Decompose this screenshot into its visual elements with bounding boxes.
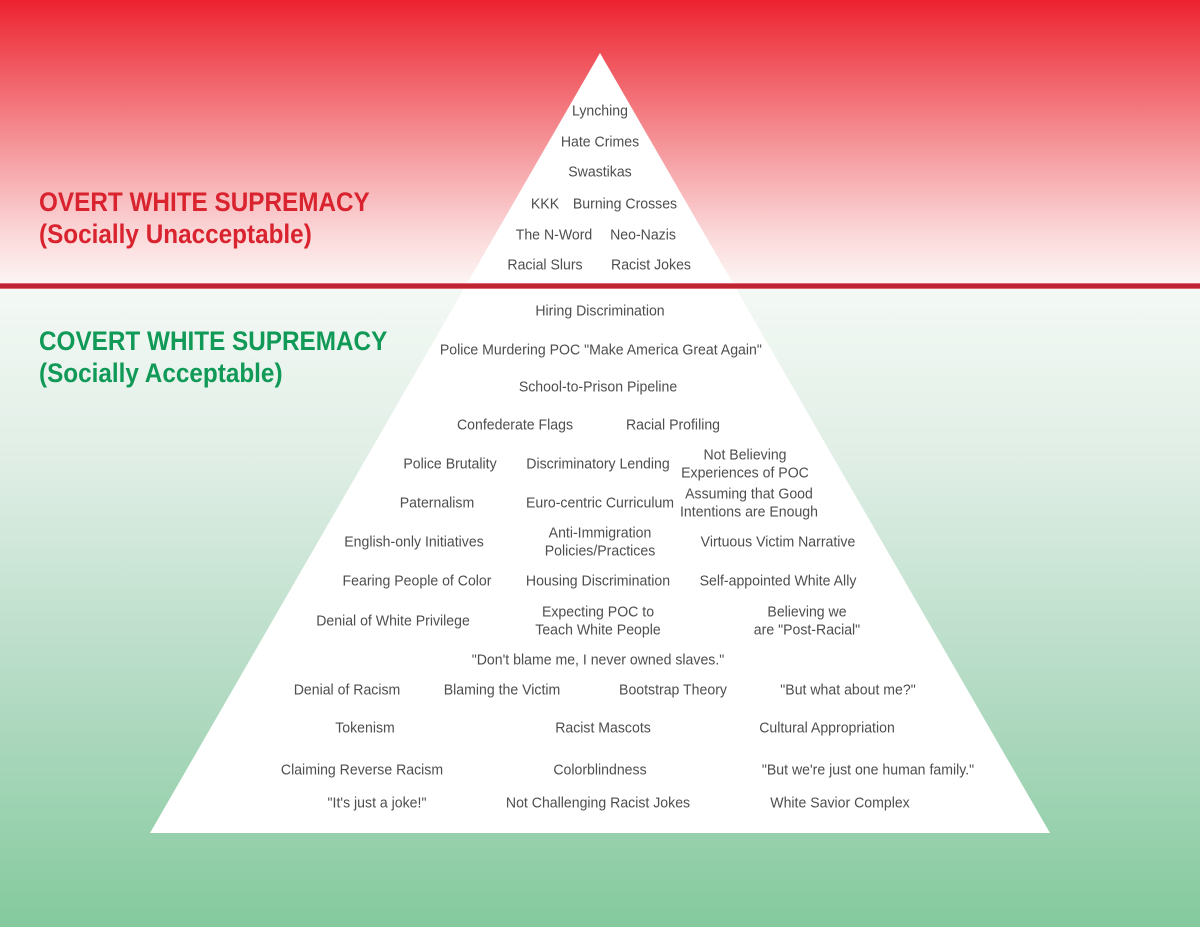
item-denial-of-racism: Denial of Racism [293,681,401,699]
item-police-brutality: Police Brutality [403,455,497,473]
item-cultural-appropriation: Cultural Appropriation [759,719,895,737]
item-euro-centric-curriculum: Euro-centric Curriculum [525,494,675,512]
item-denial-of-white-privilege: Denial of White Privilege [316,612,470,630]
item-paternalism: Paternalism [399,494,475,512]
overt-heading-line2: (Socially Unacceptable) [39,218,312,249]
covert-heading: COVERT WHITE SUPREMACY (Socially Accepta… [39,326,426,389]
item-make-america-great-again-quote: "Make America Great Again" [584,341,762,359]
item-assuming-good-intentions: Assuming that Good Intentions are Enough [680,485,818,521]
item-tokenism: Tokenism [335,719,395,737]
item-hate-crimes: Hate Crimes [560,133,640,151]
item-claiming-reverse-racism: Claiming Reverse Racism [280,761,444,779]
item-dont-blame-me-quote: "Don't blame me, I never owned slaves." [471,651,725,669]
item-blaming-the-victim: Blaming the Victim [443,681,561,699]
item-the-n-word: The N-Word [515,226,593,244]
item-colorblindness: Colorblindness [553,761,647,779]
item-virtuous-victim-narrative: Virtuous Victim Narrative [700,533,856,551]
item-but-what-about-me-quote: "But what about me?" [780,681,916,699]
item-confederate-flags: Confederate Flags [456,416,574,434]
item-bootstrap-theory: Bootstrap Theory [619,681,727,699]
section-divider-line [0,284,1200,288]
item-burning-crosses: Burning Crosses [572,195,678,213]
item-kkk: KKK [530,195,560,213]
item-anti-immigration-policies: Anti-Immigration Policies/Practices [544,524,656,560]
item-swastikas: Swastikas [568,163,632,181]
item-its-just-a-joke-quote: "It's just a joke!" [327,794,427,812]
item-discriminatory-lending: Discriminatory Lending [526,455,670,473]
item-english-only-initiatives: English-only Initiatives [344,533,484,551]
item-expecting-poc-to-teach: Expecting POC to Teach White People [535,603,661,639]
item-not-believing-experiences-of-poc: Not Believing Experiences of POC [681,446,809,482]
item-one-human-family-quote: "But we're just one human family." [761,761,975,779]
item-hiring-discrimination: Hiring Discrimination [535,302,665,320]
item-neo-nazis: Neo-Nazis [610,226,676,244]
covert-heading-line2: (Socially Acceptable) [39,357,283,388]
item-white-savior-complex: White Savior Complex [770,794,910,812]
covert-heading-line1: COVERT WHITE SUPREMACY [39,326,388,356]
item-racial-profiling: Racial Profiling [625,416,721,434]
item-believing-post-racial: Believing we are "Post-Racial" [753,603,861,639]
item-racist-jokes: Racist Jokes [611,256,691,274]
item-not-challenging-racist-jokes: Not Challenging Racist Jokes [505,794,691,812]
item-housing-discrimination: Housing Discrimination [525,572,671,590]
item-lynching: Lynching [572,102,628,120]
item-fearing-people-of-color: Fearing People of Color [342,572,492,590]
item-racial-slurs: Racial Slurs [507,256,583,274]
overt-heading-line1: OVERT WHITE SUPREMACY [39,187,370,217]
pyramid-triangle-shape [150,53,1050,833]
item-self-appointed-white-ally: Self-appointed White Ally [699,572,857,590]
overt-heading: OVERT WHITE SUPREMACY (Socially Unaccept… [39,187,407,250]
item-police-murdering-poc: Police Murdering POC [439,341,581,359]
item-school-to-prison-pipeline: School-to-Prison Pipeline [518,378,678,396]
item-racist-mascots: Racist Mascots [555,719,651,737]
